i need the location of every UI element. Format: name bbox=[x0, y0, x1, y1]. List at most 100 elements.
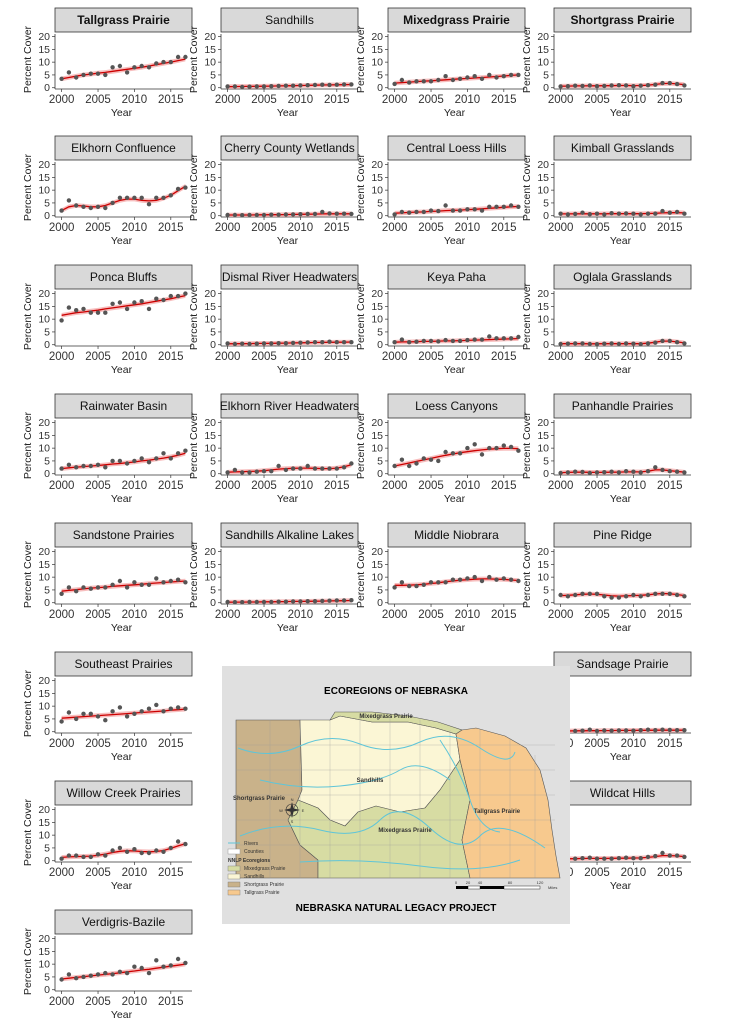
x-tick-label: 2015 bbox=[657, 480, 683, 492]
x-axis-title: Year bbox=[277, 235, 299, 247]
panel-strip bbox=[387, 135, 526, 161]
data-point bbox=[487, 72, 492, 78]
data-point bbox=[609, 83, 614, 88]
panel-strip bbox=[387, 393, 526, 419]
data-point bbox=[269, 599, 274, 605]
confidence-band bbox=[394, 446, 519, 469]
data-point bbox=[81, 306, 86, 312]
data-point bbox=[269, 212, 274, 217]
y-tick-label: 10 bbox=[38, 572, 50, 584]
data-point bbox=[66, 198, 72, 203]
y-tick-label: 0 bbox=[44, 339, 50, 351]
y-tick-label: 10 bbox=[371, 443, 383, 455]
panel-strip bbox=[54, 780, 193, 806]
data-point bbox=[254, 84, 259, 89]
panel-title: Tallgrass Prairie bbox=[77, 13, 170, 27]
y-tick-label: 0 bbox=[543, 597, 549, 609]
data-point bbox=[645, 211, 651, 216]
data-point bbox=[653, 591, 658, 596]
data-point bbox=[305, 340, 310, 345]
x-tick-label: 2015 bbox=[324, 222, 350, 234]
panel-title: Mixedgrass Prairie bbox=[403, 13, 510, 27]
x-tick-label: 2015 bbox=[158, 351, 184, 363]
data-point bbox=[660, 850, 665, 856]
y-tick-label: 5 bbox=[210, 455, 216, 467]
data-point bbox=[501, 576, 506, 581]
y-tick-label: 20 bbox=[537, 159, 549, 171]
data-point bbox=[472, 574, 477, 580]
x-tick-label: 2015 bbox=[158, 609, 184, 621]
data-point bbox=[516, 334, 521, 340]
data-point bbox=[117, 578, 123, 584]
data-point bbox=[565, 594, 571, 599]
data-point bbox=[479, 337, 485, 342]
panel-title: Elkhorn Confluence bbox=[71, 141, 176, 155]
data-point bbox=[59, 591, 64, 596]
data-point bbox=[305, 83, 310, 88]
data-point bbox=[168, 706, 173, 711]
data-point bbox=[124, 70, 130, 75]
x-axis-title: Year bbox=[111, 1009, 133, 1020]
data-point bbox=[225, 470, 230, 475]
compass-rose-icon: N S E W bbox=[279, 797, 305, 824]
data-point bbox=[623, 855, 629, 860]
data-point bbox=[479, 578, 485, 584]
y-tick-label: 15 bbox=[38, 688, 50, 700]
x-tick-label: 2010 bbox=[122, 996, 148, 1008]
y-axis-title: Percent Cover bbox=[22, 669, 34, 737]
data-point bbox=[602, 856, 607, 861]
data-point bbox=[494, 204, 499, 209]
data-point bbox=[616, 856, 622, 861]
y-tick-label: 10 bbox=[537, 314, 549, 326]
y-tick-label: 5 bbox=[377, 69, 383, 81]
data-point bbox=[436, 458, 441, 464]
data-point bbox=[573, 211, 578, 217]
map-title: ECOREGIONS OF NEBRASKA bbox=[324, 686, 468, 697]
data-point bbox=[132, 300, 137, 305]
y-tick-label: 5 bbox=[44, 69, 50, 81]
label-tallgrass: Tallgrass Prairie bbox=[474, 809, 521, 815]
data-point bbox=[623, 341, 629, 346]
data-point bbox=[161, 59, 166, 65]
data-point bbox=[341, 465, 347, 470]
data-point bbox=[132, 195, 137, 200]
y-tick-label: 20 bbox=[38, 159, 50, 171]
data-point bbox=[305, 599, 310, 604]
y-tick-label: 5 bbox=[44, 326, 50, 338]
data-point bbox=[450, 577, 456, 582]
y-axis-title: Percent Cover bbox=[355, 25, 367, 93]
data-point bbox=[305, 211, 310, 217]
data-point bbox=[139, 456, 144, 461]
x-tick-label: 2005 bbox=[584, 351, 610, 363]
data-point bbox=[667, 210, 672, 215]
data-point bbox=[623, 211, 629, 216]
x-tick-label: 2015 bbox=[657, 738, 683, 750]
data-point bbox=[139, 965, 144, 971]
x-tick-label: 2010 bbox=[122, 738, 148, 750]
data-point bbox=[587, 855, 592, 860]
data-point bbox=[110, 458, 115, 464]
data-point bbox=[580, 341, 585, 346]
data-point bbox=[261, 599, 267, 605]
data-point bbox=[276, 463, 281, 469]
x-tick-label: 2005 bbox=[85, 222, 111, 234]
data-point bbox=[414, 79, 419, 84]
y-tick-label: 10 bbox=[38, 830, 50, 842]
x-tick-label: 2010 bbox=[455, 609, 481, 621]
y-tick-label: 0 bbox=[44, 210, 50, 222]
x-axis-title: Year bbox=[444, 493, 466, 505]
data-point bbox=[443, 580, 448, 585]
data-point bbox=[103, 718, 108, 723]
data-point bbox=[247, 470, 252, 475]
x-tick-label: 2010 bbox=[122, 867, 148, 879]
data-point bbox=[290, 340, 296, 346]
x-tick-label: 2000 bbox=[49, 351, 75, 363]
label-sandhills: Sandhills bbox=[357, 778, 384, 784]
x-tick-label: 2015 bbox=[657, 609, 683, 621]
data-point bbox=[334, 598, 339, 603]
y-tick-label: 10 bbox=[371, 572, 383, 584]
panel-title: Sandhills Alkaline Lakes bbox=[225, 528, 354, 542]
data-point bbox=[74, 203, 79, 208]
data-point bbox=[508, 203, 514, 208]
scale-bar: 0 20 40 80 120 Miles bbox=[455, 880, 557, 890]
